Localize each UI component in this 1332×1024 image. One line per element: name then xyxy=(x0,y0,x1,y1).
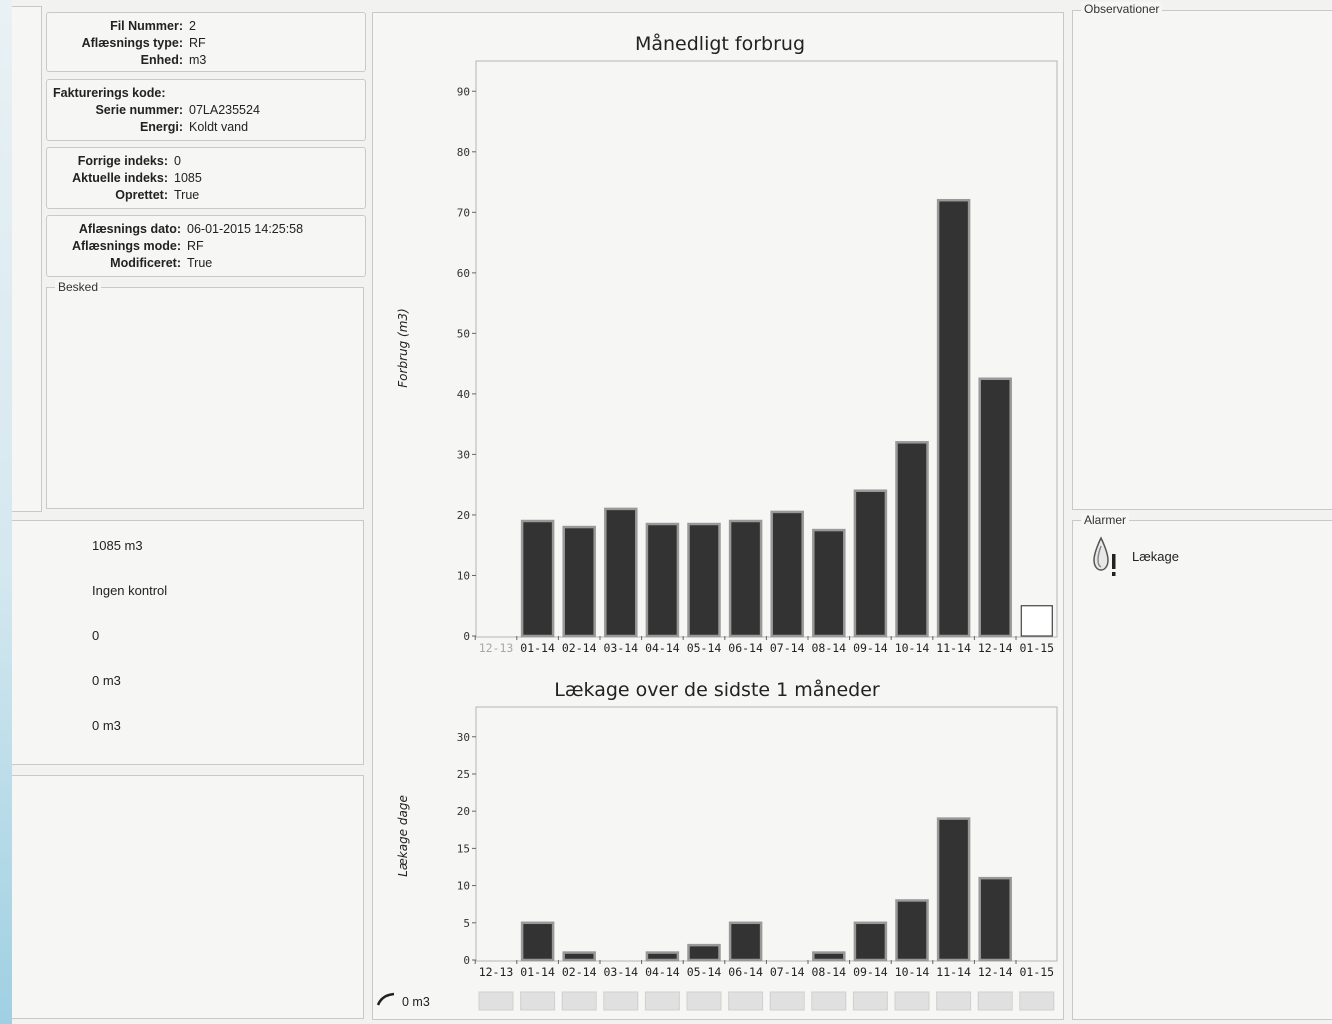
alarmer-group: Alarmer xyxy=(1072,513,1332,1020)
enhed-label: Enhed: xyxy=(140,53,183,67)
observationer-title: Observationer xyxy=(1081,2,1163,16)
index-info-box: Forrige indeks: 0 Aktuelle indeks: 1085 Op… xyxy=(46,147,366,209)
summary-value-a: 0 m3 xyxy=(92,673,121,688)
modificeret-label: Modificeret: xyxy=(110,256,181,270)
summary-total: 1085 m3 xyxy=(92,538,143,553)
window-edge xyxy=(0,0,12,1024)
besked-text-area[interactable] xyxy=(49,296,361,506)
alarm-item-laekage[interactable]: Lækage xyxy=(1132,549,1179,564)
serie-nummer-value: 07LA235524 xyxy=(189,103,260,117)
energi-value: Koldt vand xyxy=(189,120,249,134)
meter-info-box: Fakturerings kode: Serie nummer: 07LA2355… xyxy=(46,79,366,141)
observationer-group: Observationer xyxy=(1072,2,1332,510)
besked-title: Besked xyxy=(55,280,102,294)
forrige-indeks-label: Forrige indeks: xyxy=(77,154,168,168)
water-drop-alert-icon[interactable] xyxy=(1092,536,1122,583)
bottom-left-panel xyxy=(12,775,364,1019)
summary-value-b: 0 m3 xyxy=(92,718,121,733)
chart-panel xyxy=(372,12,1064,1020)
aktuelle-indeks-label: Aktuelle indeks: xyxy=(72,171,168,185)
fakturerings-kode-label: Fakturerings kode: xyxy=(53,86,166,100)
summary-panel: 1085 m3 Ingen kontrol 0 0 m3 0 m3 xyxy=(12,520,364,765)
oprettet-label: Oprettet: xyxy=(115,188,168,202)
summary-kontrol: Ingen kontrol xyxy=(92,583,168,598)
aflaesnings-dato-value: 06-01-2015 14:25:58 xyxy=(187,222,304,236)
besked-group: Besked xyxy=(46,280,364,509)
enhed-value: m3 xyxy=(189,53,207,67)
aflaesnings-mode-value: RF xyxy=(187,239,204,253)
aflaesnings-dato-label: Aflæsnings dato: xyxy=(78,222,181,236)
alarmer-title: Alarmer xyxy=(1081,513,1130,527)
modificeret-value: True xyxy=(187,256,213,270)
energi-label: Energi: xyxy=(139,120,183,134)
file-info-box: Fil Nummer: 2 Aflæsnings type: RF Enhed: m3 xyxy=(46,12,366,72)
aflaesnings-type-value: RF xyxy=(189,36,206,50)
aflaesnings-type-label: Aflæsnings type: xyxy=(81,36,183,50)
fil-nummer-value: 2 xyxy=(189,19,196,33)
fil-nummer-label: Fil Nummer: xyxy=(110,19,183,33)
oprettet-value: True xyxy=(174,188,200,202)
reading-info-box: Aflæsnings dato: 06-01-2015 14:25:58 Aflæ… xyxy=(46,215,366,277)
left-panel xyxy=(12,6,42,512)
serie-nummer-label: Serie nummer: xyxy=(95,103,183,117)
forrige-indeks-value: 0 xyxy=(174,154,181,168)
aktuelle-indeks-value: 1085 xyxy=(174,171,202,185)
aflaesnings-mode-label: Aflæsnings mode: xyxy=(71,239,181,253)
observationer-area[interactable] xyxy=(1075,19,1332,507)
summary-count: 0 xyxy=(92,628,100,643)
